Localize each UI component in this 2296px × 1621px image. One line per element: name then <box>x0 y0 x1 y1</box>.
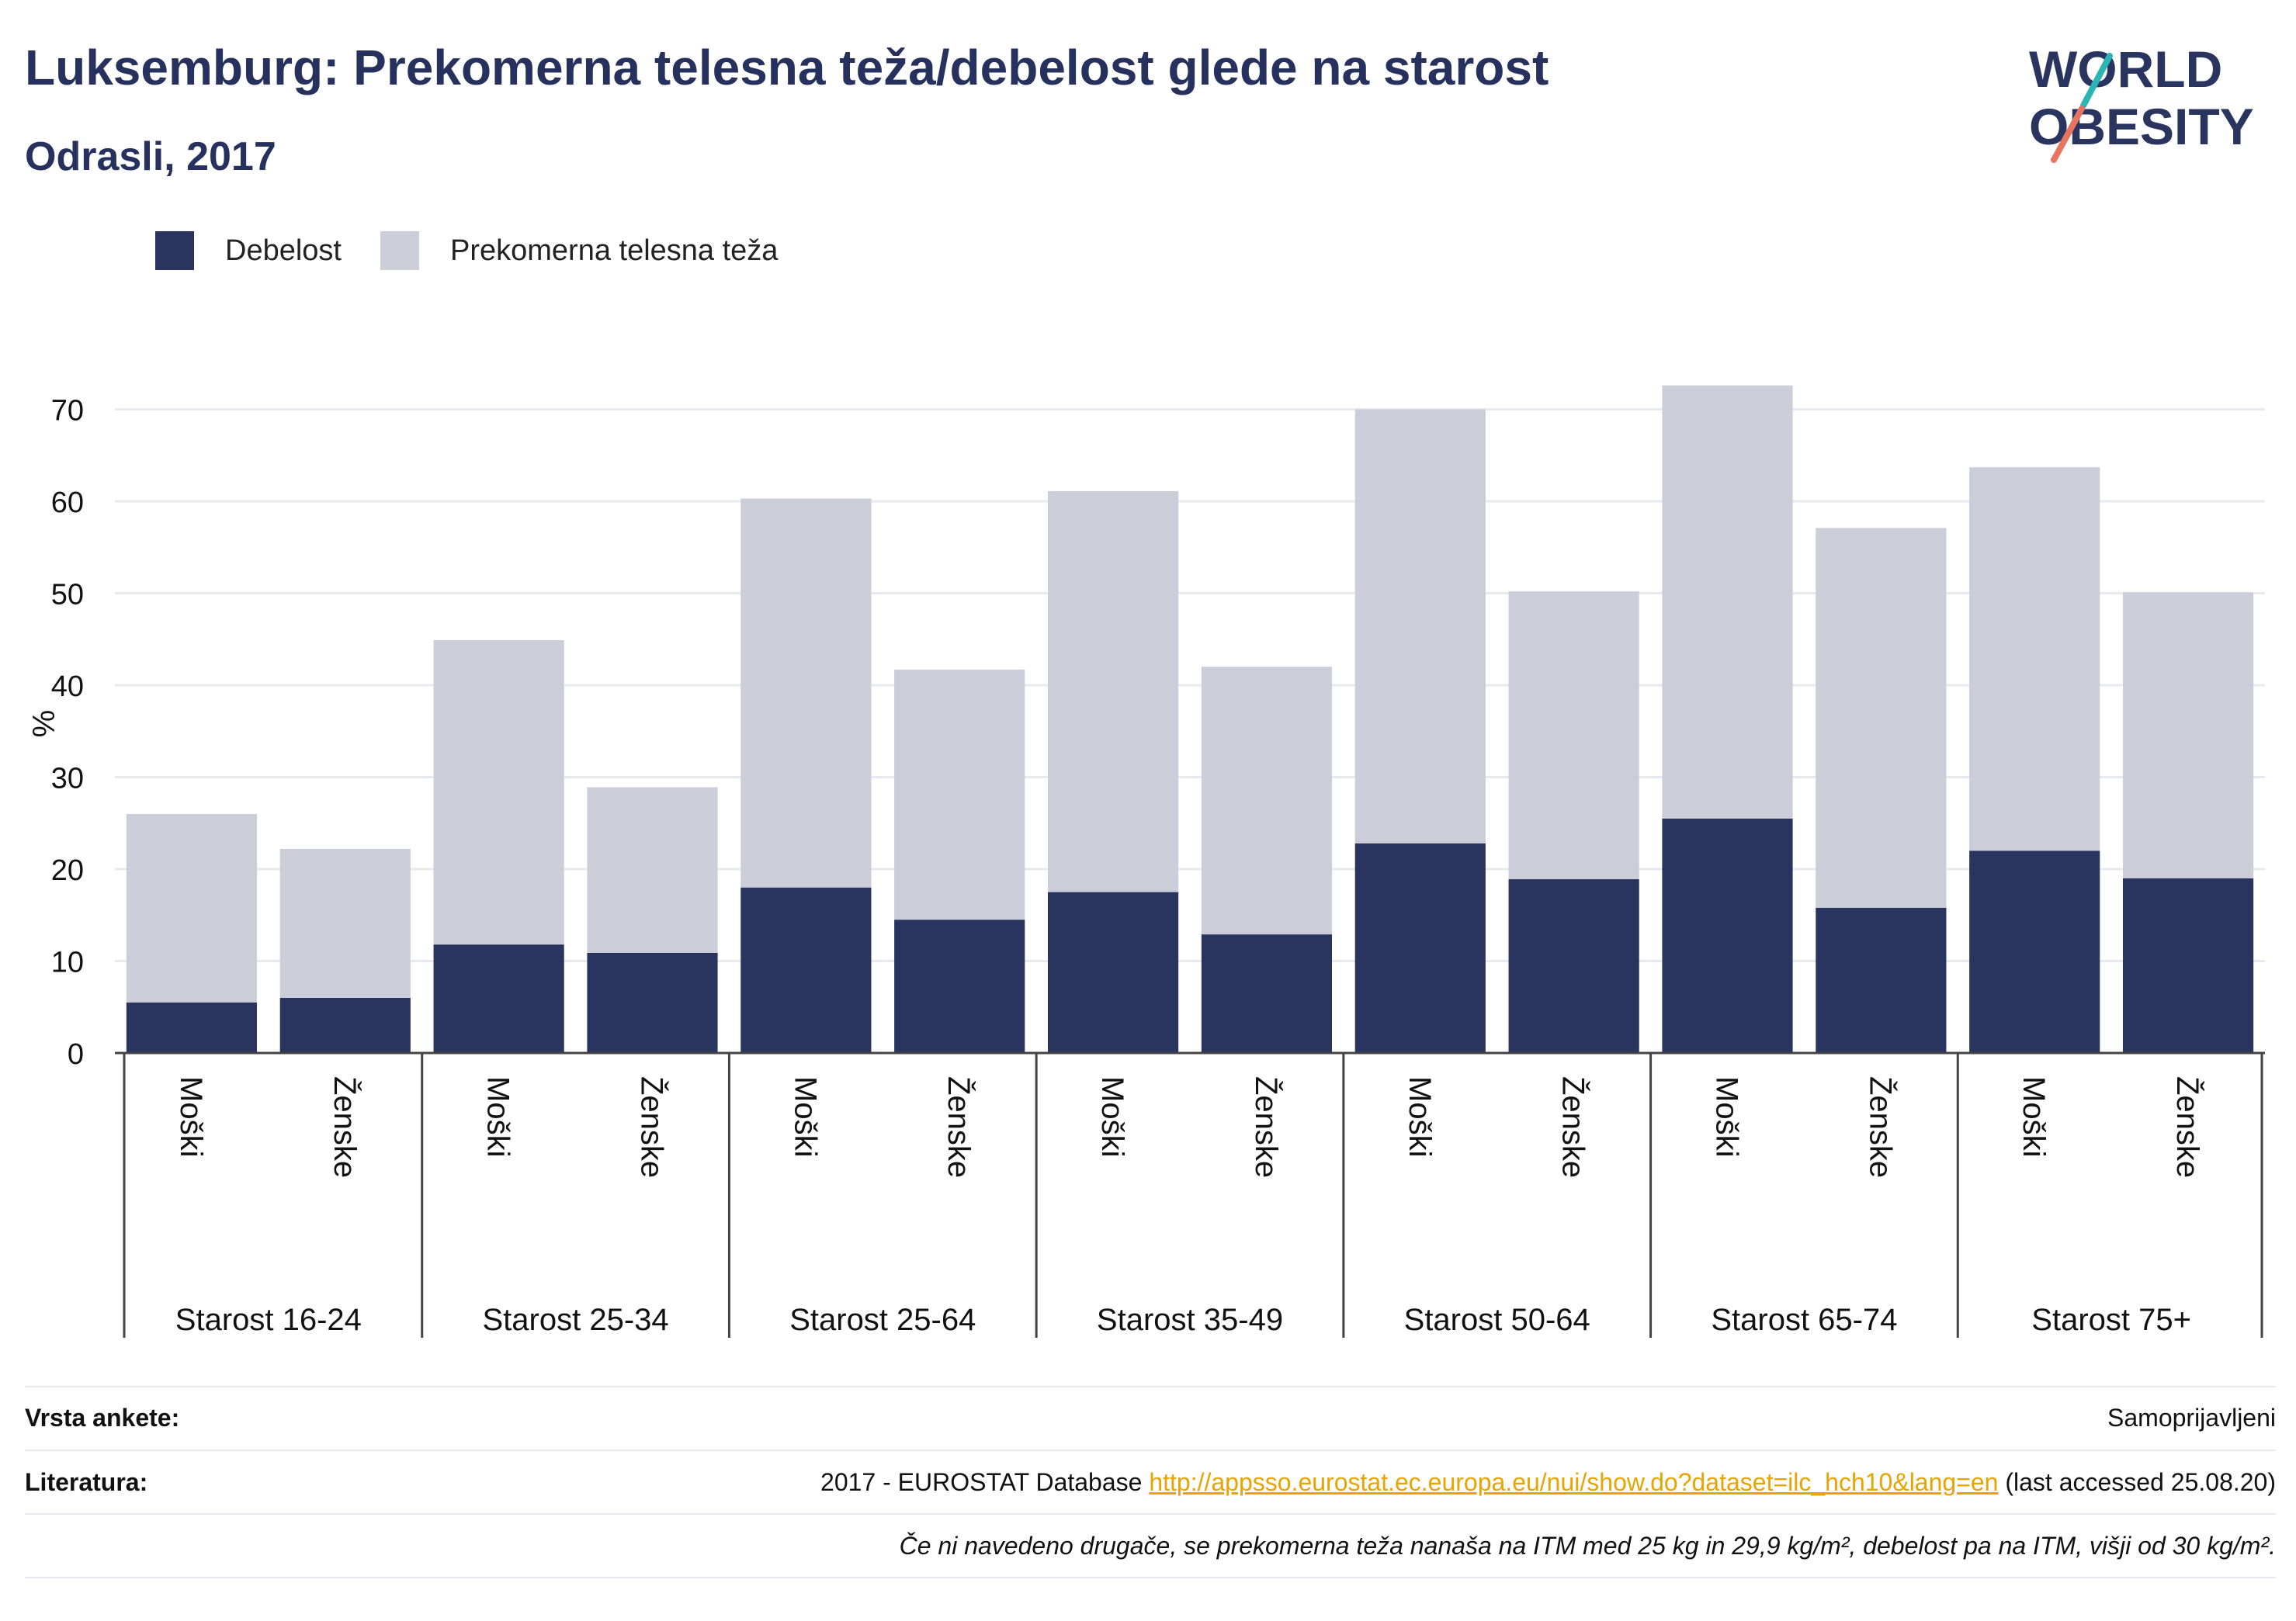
y-tick-label: 10 <box>51 947 84 979</box>
x-tick-label-sex: Ženske <box>328 1076 362 1178</box>
logo-line1: WORLD <box>2029 40 2222 98</box>
bar-overweight <box>894 669 1025 920</box>
bar-overweight <box>1969 467 2100 851</box>
legend: Debelost Prekomerna telesna teža <box>155 231 817 270</box>
logo-slash-teal <box>2080 53 2113 109</box>
literature-value: 2017 - EUROSTAT Database http://appsso.e… <box>820 1468 2276 1497</box>
y-tick-label: 30 <box>51 763 84 795</box>
x-tick-label-sex: Ženske <box>1863 1076 1898 1178</box>
bar-overweight <box>1508 591 1639 880</box>
bar-obesity <box>433 944 564 1053</box>
group-label: Starost 16-24 <box>175 1303 362 1337</box>
bar-overweight <box>1354 409 1486 843</box>
literature-link[interactable]: http://appsso.eurostat.ec.europa.eu/nui/… <box>1149 1467 1999 1496</box>
legend-item-obesity: Debelost <box>155 231 342 270</box>
footer-divider <box>25 1386 2276 1387</box>
legend-swatch-obesity <box>155 231 194 270</box>
bar-obesity <box>894 920 1025 1053</box>
x-tick-label-sex: Ženske <box>1249 1076 1284 1178</box>
group-label: Starost 65-74 <box>1711 1303 1897 1337</box>
bar-overweight <box>433 639 564 945</box>
y-tick-label: 70 <box>51 395 84 428</box>
y-tick-label: 0 <box>68 1038 84 1071</box>
bar-overweight <box>1201 667 1333 935</box>
logo-slash-coral <box>2051 106 2085 163</box>
x-tick-label-sex: Moški <box>1710 1076 1744 1157</box>
bar-obesity <box>1201 934 1333 1053</box>
x-tick-label-sex: Moški <box>2017 1076 2051 1157</box>
bar-obesity <box>126 1002 258 1053</box>
footer-survey-row: Vrsta ankete: Samoprijavljeni <box>25 1386 2276 1450</box>
bar-obesity <box>2122 878 2254 1053</box>
bar-obesity <box>279 997 411 1053</box>
group-label: Starost 25-34 <box>483 1303 669 1337</box>
bar-overweight <box>1047 490 1179 892</box>
bar-overweight <box>126 813 258 1003</box>
x-tick-label-sex: Ženske <box>1556 1076 1591 1178</box>
bar-obesity <box>1047 892 1179 1053</box>
x-tick-label-sex: Moški <box>788 1076 822 1157</box>
bar-obesity <box>740 887 872 1053</box>
survey-value: Samoprijavljeni <box>2107 1403 2276 1432</box>
legend-label-overweight: Prekomerna telesna teža <box>449 234 779 267</box>
footer-literature-row: Literatura: 2017 - EUROSTAT Database htt… <box>25 1451 2276 1513</box>
y-tick-label: 50 <box>51 579 84 611</box>
y-axis-label: % <box>27 710 61 738</box>
survey-label: Vrsta ankete: <box>25 1403 180 1432</box>
x-tick-label-sex: Moški <box>174 1076 208 1157</box>
y-tick-label: 40 <box>51 670 84 703</box>
chart-title: Luksemburg: Prekomerna telesna teža/debe… <box>25 40 1549 95</box>
group-label: Starost 25-64 <box>789 1303 976 1337</box>
bar-overweight <box>587 787 718 953</box>
bar-obesity <box>1662 818 1793 1053</box>
group-label: Starost 35-49 <box>1097 1303 1283 1337</box>
y-tick-label: 20 <box>51 854 84 887</box>
footer-note-row: Če ni navedeno drugače, se prekomerna te… <box>25 1515 2276 1577</box>
stacked-bar-chart: 0 10 20 30 40 50 60 70% Moški Ženske Moški Ženske Mo… <box>27 385 2265 1338</box>
bar-obesity <box>1508 879 1639 1053</box>
x-tick-label-sex: Ženske <box>2170 1076 2205 1178</box>
legend-swatch-overweight <box>380 231 419 270</box>
x-tick-label-sex: Ženske <box>942 1076 976 1178</box>
bar-obesity <box>1354 843 1486 1053</box>
x-tick-label-sex: Ženske <box>635 1076 670 1178</box>
legend-item-overweight: Prekomerna telesna teža <box>380 231 778 270</box>
bar-obesity <box>1816 907 1947 1053</box>
legend-label-obesity: Debelost <box>225 234 342 267</box>
footer-divider <box>25 1577 2276 1578</box>
bar-overweight <box>2122 592 2254 878</box>
x-tick-label-sex: Moški <box>481 1076 515 1157</box>
footer-note: Če ni navedeno drugače, se prekomerna te… <box>899 1531 2276 1560</box>
bar-overweight <box>740 498 872 888</box>
y-tick-label: 60 <box>51 487 84 519</box>
group-label: Starost 75+ <box>2031 1303 2191 1337</box>
x-tick-label-sex: Moški <box>1095 1076 1129 1157</box>
literature-label: Literatura: <box>25 1467 148 1496</box>
x-tick-label-sex: Moški <box>1403 1076 1437 1157</box>
bar-overweight <box>279 848 411 998</box>
logo-line2: OBESITY <box>2029 98 2254 155</box>
world-obesity-logo: WORLD OBESITY <box>2029 40 2254 163</box>
chart-subtitle: Odrasli, 2017 <box>25 134 276 179</box>
bar-obesity <box>1969 850 2100 1053</box>
footer-divider <box>25 1513 2276 1515</box>
literature-suffix: (last accessed 25.08.20) <box>2005 1467 2276 1496</box>
bar-overweight <box>1816 528 1947 908</box>
literature-prefix: 2017 - EUROSTAT Database <box>820 1467 1143 1496</box>
bar-overweight <box>1662 385 1793 819</box>
group-label: Starost 50-64 <box>1404 1303 1590 1337</box>
bar-obesity <box>587 952 718 1053</box>
footer-divider <box>25 1450 2276 1451</box>
